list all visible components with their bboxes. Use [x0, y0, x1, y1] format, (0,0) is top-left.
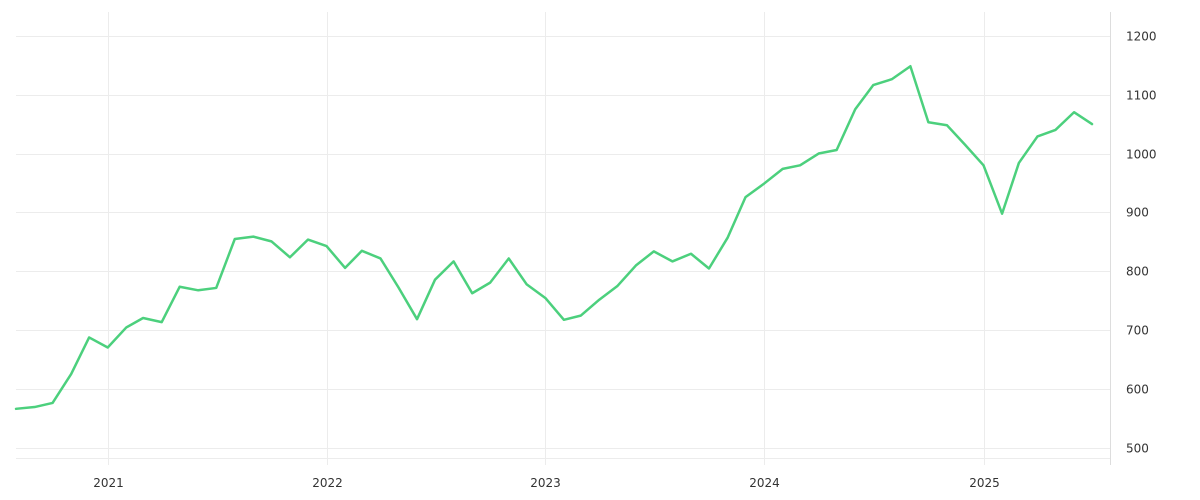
x-tick-label: 2025	[969, 476, 1000, 490]
y-tick-label: 1000	[1126, 148, 1157, 162]
y-tick-label: 1100	[1126, 89, 1157, 103]
y-tick-label: 700	[1126, 324, 1149, 338]
y-tick-label: 600	[1126, 383, 1149, 397]
x-tick-label: 2024	[749, 476, 780, 490]
vertical-gridlines	[108, 12, 985, 465]
y-tick-labels: 500 600 700 800 900 1000 1100 1200	[1126, 30, 1157, 456]
horizontal-gridlines	[16, 36, 1110, 459]
y-tick-label: 500	[1126, 442, 1149, 456]
x-tick-label: 2021	[93, 476, 124, 490]
series-layer	[14, 64, 1094, 411]
y-tick-label: 900	[1126, 206, 1149, 220]
series-line-1	[14, 64, 1094, 411]
y-tick-label: 800	[1126, 265, 1149, 279]
x-tick-labels: 2021 2022 2023 2024 2025	[93, 476, 1000, 490]
y-tick-label: 1200	[1126, 30, 1157, 44]
x-tick-label: 2023	[530, 476, 561, 490]
x-tick-label: 2022	[312, 476, 343, 490]
